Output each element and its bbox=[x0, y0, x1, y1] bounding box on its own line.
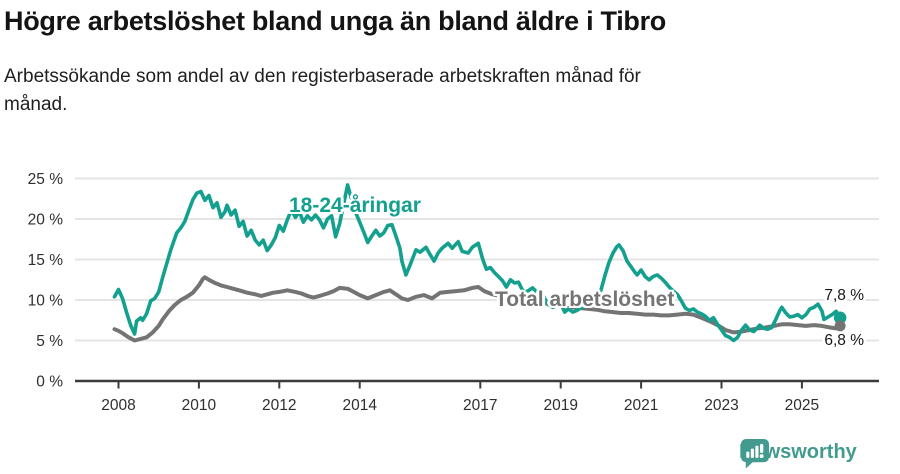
page-title: Högre arbetslöshet bland unga än bland ä… bbox=[4, 6, 666, 36]
series-line-1 bbox=[112, 275, 843, 343]
newsworthy-logo-link[interactable]: Newsworthy bbox=[739, 437, 857, 469]
y-tick-label: 15 % bbox=[28, 252, 64, 269]
chart-subtitle: Arbetssökande som andel av den registerb… bbox=[4, 66, 641, 115]
series-label-total: Total arbetslöshet bbox=[495, 288, 675, 311]
x-tick-label: 2008 bbox=[101, 397, 135, 414]
gridlines bbox=[75, 177, 879, 383]
y-tick-label: 0 % bbox=[36, 374, 63, 391]
series-label-young: 18-24-åringar bbox=[289, 194, 421, 217]
x-tick-label: 2023 bbox=[704, 397, 738, 414]
end-dot-0 bbox=[833, 311, 847, 325]
bar-chart-speech-bubble-icon bbox=[740, 438, 770, 469]
y-tick-label: 25 % bbox=[28, 171, 64, 188]
x-tick-label: 2010 bbox=[182, 397, 217, 414]
y-tick-label: 10 % bbox=[28, 293, 64, 310]
end-value-label-total: 6,8 % bbox=[824, 332, 864, 349]
end-dot-1 bbox=[834, 320, 846, 332]
x-tick-label: 2012 bbox=[262, 397, 296, 414]
y-tick-label: 20 % bbox=[28, 212, 64, 229]
series-lines bbox=[112, 183, 843, 343]
x-axis: 2008 2010 2012 2014 2017 2019 2021 2023 2025 bbox=[101, 381, 819, 414]
x-tick-label: 2021 bbox=[624, 397, 658, 414]
y-tick-label: 5 % bbox=[36, 333, 63, 350]
series-end-dots bbox=[833, 311, 847, 332]
x-tick-label: 2014 bbox=[342, 397, 377, 414]
y-axis-tick-labels: 0 % 5 % 10 % 15 % 20 % 25 % bbox=[28, 171, 64, 391]
end-value-label-young: 7,8 % bbox=[824, 287, 864, 304]
series-line-0 bbox=[112, 183, 842, 343]
x-tick-label: 2019 bbox=[543, 397, 577, 414]
x-tick-label: 2025 bbox=[785, 397, 819, 414]
x-tick-label: 2017 bbox=[463, 397, 497, 414]
